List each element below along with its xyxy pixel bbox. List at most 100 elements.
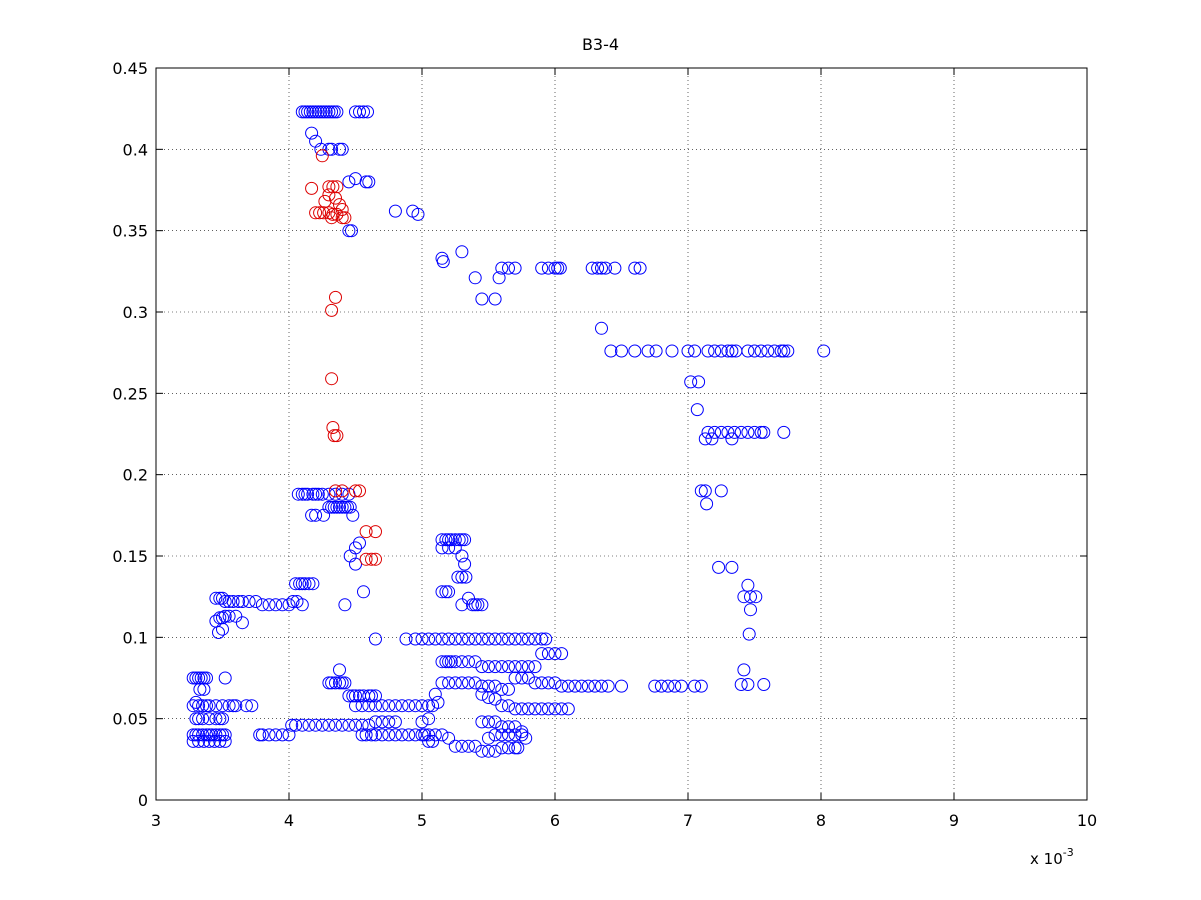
data-point (754, 425, 768, 439)
data-point (382, 728, 396, 742)
data-point (327, 500, 341, 514)
data-point (661, 679, 675, 693)
data-point (495, 699, 509, 713)
data-point (305, 181, 319, 195)
data-point (694, 679, 708, 693)
data-point (285, 718, 299, 732)
data-point (408, 632, 422, 646)
data-point (495, 660, 509, 674)
data-point (209, 699, 223, 713)
data-point (495, 720, 509, 734)
data-point (442, 655, 456, 669)
data-point (754, 344, 768, 358)
data-point (317, 105, 331, 119)
data-point (553, 261, 567, 275)
data-point (216, 699, 229, 713)
data-point (495, 741, 509, 755)
data-point (362, 689, 376, 703)
data-point (315, 149, 329, 163)
data-point (189, 671, 203, 685)
data-point (422, 734, 436, 748)
data-point (749, 590, 763, 604)
data-point (575, 679, 589, 693)
data-point (208, 734, 221, 748)
data-point (528, 702, 542, 716)
data-point (555, 702, 569, 716)
data-point (330, 500, 344, 514)
data-point (298, 487, 312, 501)
data-point (515, 725, 529, 739)
series-2 (305, 149, 382, 566)
data-point (286, 595, 300, 608)
data-point (301, 105, 315, 119)
data-point (535, 647, 549, 661)
data-point (229, 609, 243, 623)
y-tick-label: 0.45 (112, 59, 148, 78)
x-exponent-label: x 10-3 (1030, 846, 1074, 868)
data-point (541, 647, 555, 661)
data-point (488, 632, 502, 646)
data-point (269, 728, 283, 742)
data-point (649, 344, 663, 358)
data-point (245, 699, 259, 713)
data-point (232, 595, 245, 608)
data-point (335, 484, 349, 498)
data-point (346, 689, 360, 703)
data-point (694, 484, 708, 498)
data-point (302, 718, 316, 732)
data-point (468, 598, 482, 612)
data-point (502, 728, 515, 742)
data-point (242, 595, 256, 608)
data-point (255, 728, 269, 742)
data-point (714, 484, 728, 498)
data-point (515, 632, 529, 646)
data-point (335, 142, 349, 156)
data-point (327, 105, 341, 119)
data-point (369, 525, 382, 539)
data-point (608, 261, 622, 275)
data-point (359, 552, 373, 566)
data-point (482, 744, 495, 758)
data-point (488, 660, 502, 674)
data-point (774, 344, 788, 358)
data-point (192, 734, 206, 748)
data-point (488, 744, 502, 758)
data-point (306, 105, 320, 119)
data-point (200, 699, 213, 713)
data-point (362, 718, 376, 732)
series (186, 105, 831, 758)
data-point (475, 679, 489, 693)
data-point (508, 632, 522, 646)
data-point (428, 728, 442, 742)
data-point (448, 541, 462, 555)
data-point (734, 425, 748, 439)
data-point (690, 403, 704, 417)
data-point (298, 105, 312, 119)
data-point (275, 728, 289, 742)
data-point (186, 699, 200, 713)
data-point (218, 595, 232, 608)
data-point (475, 715, 489, 729)
data-point (342, 689, 356, 703)
data-point (382, 699, 396, 713)
data-point (329, 676, 342, 690)
data-point (458, 557, 472, 571)
data-point (459, 570, 473, 584)
data-point (701, 344, 715, 358)
data-point (439, 585, 453, 599)
y-tick-label: 0.2 (123, 466, 148, 485)
data-point (482, 731, 495, 745)
data-point (748, 425, 761, 439)
data-point (541, 702, 555, 716)
data-point (466, 598, 479, 612)
data-point (262, 598, 276, 612)
data-point (349, 557, 362, 571)
data-point (415, 728, 429, 742)
data-point (338, 676, 352, 690)
x-tick-label: 10 (1077, 811, 1097, 830)
data-point (205, 728, 219, 742)
data-point (455, 632, 469, 646)
data-point (302, 577, 316, 591)
data-point (357, 585, 370, 599)
